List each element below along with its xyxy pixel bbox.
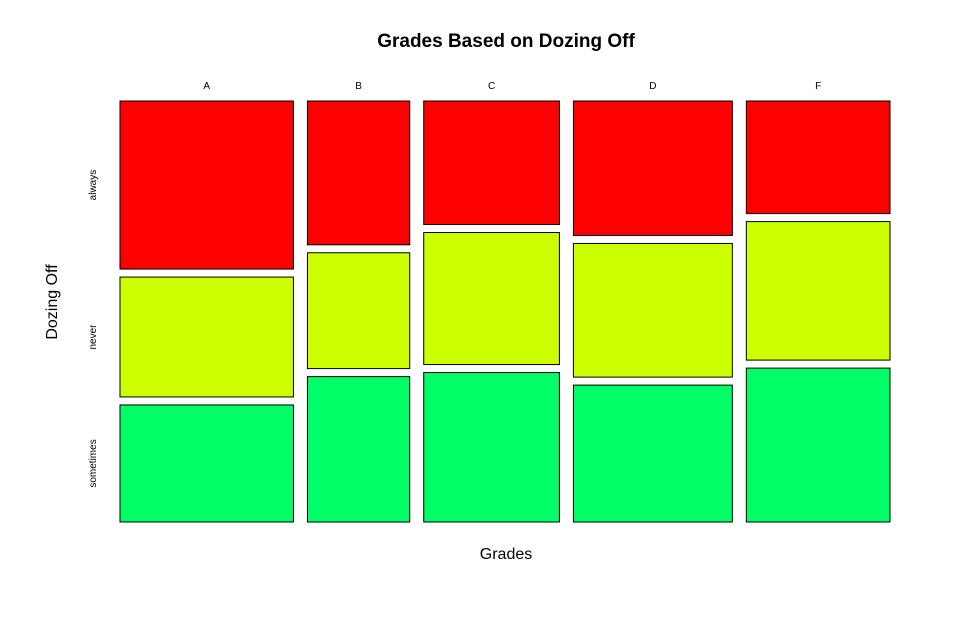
tile-D-always <box>572 100 733 236</box>
y-axis-title: Dozing Off <box>44 264 61 340</box>
tile-A-sometimes <box>119 404 294 523</box>
tile-B-always <box>306 100 411 246</box>
chart-title: Grades Based on Dozing Off <box>377 31 635 52</box>
tile-D-sometimes <box>572 384 733 523</box>
x-tick-label: B <box>355 81 362 92</box>
y-tick-label-sometimes: sometimes <box>88 439 99 487</box>
tile-B-sometimes <box>306 376 411 523</box>
x-tick-label: C <box>488 81 495 92</box>
y-tick-label-never: never <box>88 324 99 350</box>
x-tick-label: D <box>649 81 656 92</box>
tile-C-never <box>423 232 560 366</box>
tile-F-always <box>745 100 891 215</box>
y-tick-labels: always never sometimes <box>88 170 99 488</box>
tile-F-sometimes <box>745 367 891 523</box>
tile-F-never <box>745 221 891 361</box>
tile-A-never <box>119 276 294 398</box>
mosaic-tiles <box>119 100 891 523</box>
tile-A-always <box>119 100 294 270</box>
tile-C-always <box>423 100 560 226</box>
x-tick-label: A <box>203 81 210 92</box>
y-tick-label-always: always <box>88 170 99 201</box>
tile-C-sometimes <box>423 372 560 523</box>
tile-B-never <box>306 252 411 370</box>
tile-D-never <box>572 242 733 378</box>
x-axis-title: Grades <box>480 546 532 563</box>
x-tick-label: F <box>815 81 821 92</box>
